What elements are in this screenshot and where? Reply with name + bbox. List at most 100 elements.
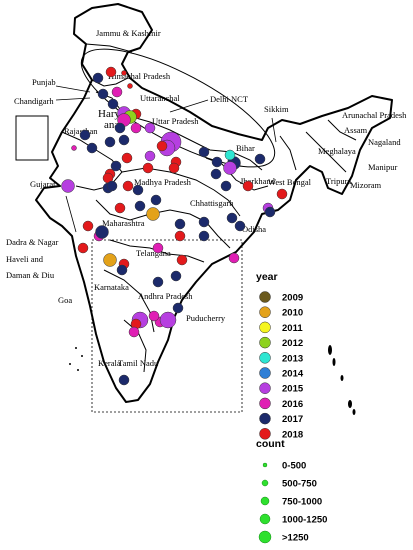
legend-swatch-2017 — [259, 412, 271, 425]
india-outline — [35, 3, 393, 403]
site-marker-2017 — [132, 184, 144, 196]
site-marker-2018 — [122, 180, 134, 192]
site-marker-2010 — [146, 207, 160, 221]
legend-swatch-2018 — [259, 428, 271, 440]
legend-count-swatch-2 — [260, 496, 270, 506]
site-marker-2018 — [142, 162, 154, 174]
legend-label-2018: 2018 — [282, 429, 303, 440]
legend-year-title: year — [256, 271, 278, 283]
site-marker-2017 — [134, 200, 146, 212]
site-marker-2017 — [211, 156, 223, 168]
label-madhya-pradesh: Madhya Pradesh — [134, 177, 192, 187]
legend-swatch-2014 — [259, 367, 271, 379]
site-marker-2017 — [106, 180, 118, 192]
label-tripura: Tripura — [326, 176, 351, 186]
site-marker-2017 — [79, 129, 91, 141]
label-karnataka: Karnataka — [94, 282, 129, 292]
legend-label-2015: 2015 — [282, 384, 304, 395]
legend-count-label-2: 750-1000 — [282, 497, 322, 508]
legend-count-swatch-4 — [258, 530, 272, 544]
legend-count-label-0: 0-500 — [282, 461, 306, 472]
label-west-bengal: West Bengal — [268, 177, 312, 187]
label-puducherry: Puducherry — [186, 313, 226, 323]
legend-swatch-2010 — [259, 306, 271, 318]
site-marker-2017 — [104, 136, 116, 148]
site-marker-2017 — [92, 72, 104, 84]
leader-lines — [55, 85, 277, 233]
legend-label-2009: 2009 — [282, 293, 303, 304]
label-himachal-pradesh: Himachal Pradesh — [108, 71, 171, 81]
label-dadra-nagar: Dadra & Nagar — [6, 237, 59, 247]
site-marker-2013 — [224, 149, 236, 161]
site-marker-2017 — [226, 212, 238, 224]
label-haveli-and: Haveli and — [6, 254, 44, 264]
site-marker-2017 — [152, 276, 164, 288]
label-mizoram: Mizoram — [350, 180, 382, 190]
islands — [69, 345, 356, 415]
site-marker-2018 — [176, 254, 188, 266]
label-telangana: Telangana — [136, 248, 171, 258]
legend-label-2010: 2010 — [282, 308, 303, 319]
legend-swatch-2011 — [259, 321, 271, 334]
site-marker-2017 — [254, 153, 266, 165]
label-goa: Goa — [58, 295, 72, 305]
site-marker-2016 — [71, 145, 77, 151]
label-jharkhand: Jharkhand — [240, 176, 276, 186]
site-marker-2017 — [198, 216, 210, 228]
site-marker-2017 — [97, 88, 109, 100]
site-marker-2017 — [220, 180, 232, 192]
site-marker-2018 — [121, 152, 133, 164]
site-marker-2016 — [148, 310, 160, 322]
label-arunachal-pradesh: Arunachal Pradesh — [342, 110, 407, 120]
site-marker-2017 — [110, 160, 122, 172]
site-marker-2017 — [210, 168, 222, 180]
site-marker-2017 — [86, 142, 98, 154]
site-marker-2018 — [77, 242, 89, 254]
site-marker-2016 — [111, 86, 123, 98]
label-rajasthan: Rajasthan — [64, 126, 98, 136]
site-marker-2017 — [234, 220, 246, 232]
label-uttar-pradesh: Uttar Pradesh — [152, 116, 199, 126]
site-marker-2018 — [168, 162, 180, 174]
label-manipur: Manipur — [368, 162, 397, 172]
site-marker-2018 — [82, 220, 94, 232]
site-marker-2018 — [127, 83, 133, 89]
place-labels: Jammu & Kashmir Himachal Pradesh Punjab … — [6, 28, 407, 368]
site-marker-2017 — [114, 122, 126, 134]
legend-label-2012: 2012 — [282, 338, 303, 349]
site-marker-2017 — [198, 230, 210, 242]
legend-count-label-3: 1000-1250 — [282, 515, 327, 526]
legend-count-label-4: >1250 — [282, 533, 309, 544]
site-marker-2017 — [150, 194, 162, 206]
label-assam: Assam — [344, 125, 368, 135]
label-jammu-kashmir: Jammu & Kashmir — [96, 28, 161, 38]
site-marker-2018 — [276, 188, 288, 200]
site-marker-2017 — [264, 206, 276, 218]
legend-label-2011: 2011 — [282, 323, 303, 334]
site-marker-2015 — [61, 179, 75, 193]
label-chhattisgarh: Chhattisgarh — [190, 198, 234, 208]
site-marker-2018 — [114, 202, 126, 214]
inset-box — [15, 115, 49, 161]
site-marker-2016 — [228, 252, 240, 264]
label-haryana-a: Hary — [98, 108, 120, 120]
site-marker-2015 — [159, 311, 177, 329]
label-maharashtra: Maharashtra — [102, 218, 145, 228]
label-andhra-pradesh: Andhra Pradesh — [138, 291, 193, 301]
site-marker-2015 — [144, 150, 156, 162]
legend-swatch-2012 — [259, 336, 271, 349]
legend-swatch-2009 — [259, 291, 271, 303]
legend-label-2014: 2014 — [282, 369, 304, 380]
legend-swatch-2015 — [259, 382, 271, 394]
label-uttaranchal: Uttaranchal — [140, 93, 180, 103]
label-kerala: Kerala — [98, 358, 121, 368]
label-chandigarh: Chandigarh — [14, 96, 54, 106]
label-odisha: Odisha — [242, 224, 266, 234]
label-delhi-nct: Delhi NCT — [210, 94, 249, 104]
label-punjab: Punjab — [32, 77, 56, 87]
label-meghalaya: Meghalaya — [318, 146, 356, 156]
site-marker-2017 — [174, 218, 186, 230]
legend-swatch-2016 — [259, 397, 271, 410]
site-marker-2015 — [223, 161, 237, 175]
